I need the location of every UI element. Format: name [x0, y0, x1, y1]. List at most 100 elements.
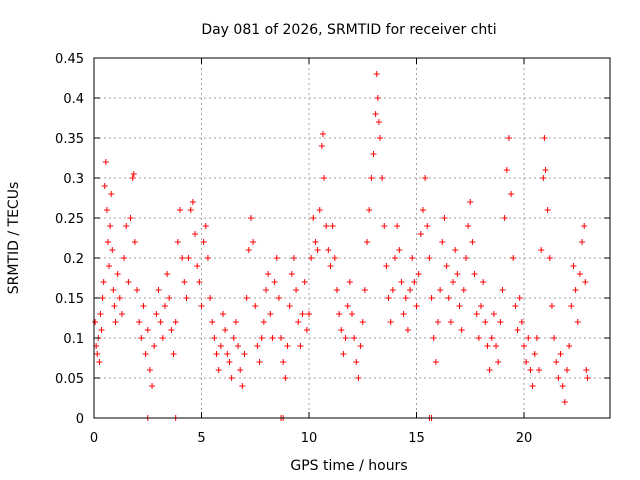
data-point [146, 367, 153, 373]
data-point [110, 287, 117, 293]
data-point [340, 351, 347, 357]
data-point [144, 327, 151, 333]
data-point [579, 239, 586, 245]
data-point [286, 303, 293, 309]
data-point [564, 367, 570, 373]
data-point [295, 319, 302, 325]
axis-ticks: 0 0.05 0.1 0.15 0.2 0.25 0.3 0.35 0.4 0.45 0 5 10 15 2… [55, 52, 610, 446]
data-point [181, 279, 188, 285]
data-point [314, 247, 321, 253]
y-tick-label: 0.1 [63, 332, 84, 347]
y-tick-label: 0.2 [63, 252, 84, 267]
data-point [185, 255, 192, 261]
data-point [505, 135, 512, 141]
data-point [493, 343, 500, 349]
data-point [499, 287, 506, 293]
data-point [454, 271, 461, 277]
data-point [415, 271, 422, 277]
data-point [252, 303, 259, 309]
data-point [495, 359, 502, 365]
data-point [263, 287, 269, 293]
data-point [555, 375, 562, 381]
data-point [97, 311, 104, 317]
data-point [103, 207, 110, 213]
data-point [151, 343, 158, 349]
data-point [98, 327, 105, 333]
data-point [125, 279, 132, 285]
data-point [109, 247, 116, 253]
chart-title: Day 081 of 2026, SRMTID for receiver cht… [201, 22, 496, 38]
data-point [153, 311, 160, 317]
data-point [290, 255, 297, 261]
data-point [383, 263, 390, 269]
data-point [243, 295, 250, 301]
data-point [548, 303, 555, 309]
data-point [465, 223, 472, 229]
data-point [389, 287, 396, 293]
data-point [486, 367, 493, 373]
data-point [106, 263, 113, 269]
data-point [96, 359, 103, 365]
plot-frame [93, 57, 611, 419]
data-point [101, 183, 108, 189]
data-point [568, 303, 575, 309]
data-point [566, 343, 573, 349]
data-point [211, 335, 218, 341]
data-point [230, 335, 237, 341]
data-point [430, 335, 437, 341]
data-point [228, 375, 235, 381]
data-point [508, 191, 515, 197]
data-point [273, 255, 280, 261]
data-point [100, 279, 107, 285]
data-point [134, 287, 140, 293]
data-point [574, 319, 581, 325]
data-point [108, 191, 115, 197]
data-point [306, 311, 312, 317]
data-point [187, 207, 194, 213]
data-point [130, 171, 137, 177]
data-point [398, 279, 405, 285]
data-point [469, 239, 476, 245]
data-point [250, 239, 257, 245]
data-point [385, 295, 392, 301]
y-tick-label: 0.05 [55, 372, 84, 387]
data-point [370, 151, 377, 157]
data-point [400, 311, 407, 317]
data-point [394, 223, 401, 229]
data-point [582, 279, 589, 285]
data-point [149, 383, 156, 389]
y-tick-label: 0.15 [55, 292, 84, 307]
data-point [288, 271, 295, 277]
data-point [194, 263, 201, 269]
data-point [267, 311, 274, 317]
data-point [172, 319, 179, 325]
data-point [177, 207, 183, 213]
data-point [310, 215, 317, 221]
data-point [544, 207, 551, 213]
data-point [346, 279, 353, 285]
data-point [373, 71, 380, 77]
data-point [245, 247, 252, 253]
data-point [419, 207, 426, 213]
data-point [497, 319, 504, 325]
data-point [510, 255, 517, 261]
data-point [260, 319, 267, 325]
data-point [282, 375, 289, 381]
data-point [269, 335, 276, 341]
data-point [349, 311, 355, 317]
data-point [159, 335, 166, 341]
data-point [196, 279, 203, 285]
data-point [572, 287, 579, 293]
data-point [142, 351, 149, 357]
data-point [538, 247, 545, 253]
x-tick-label: 20 [516, 431, 533, 446]
data-point [413, 303, 420, 309]
data-point [338, 327, 345, 333]
data-point [308, 255, 315, 261]
data-point [217, 343, 224, 349]
data-point [241, 351, 248, 357]
data-point [361, 287, 368, 293]
data-point [329, 223, 336, 229]
data-point [112, 319, 119, 325]
